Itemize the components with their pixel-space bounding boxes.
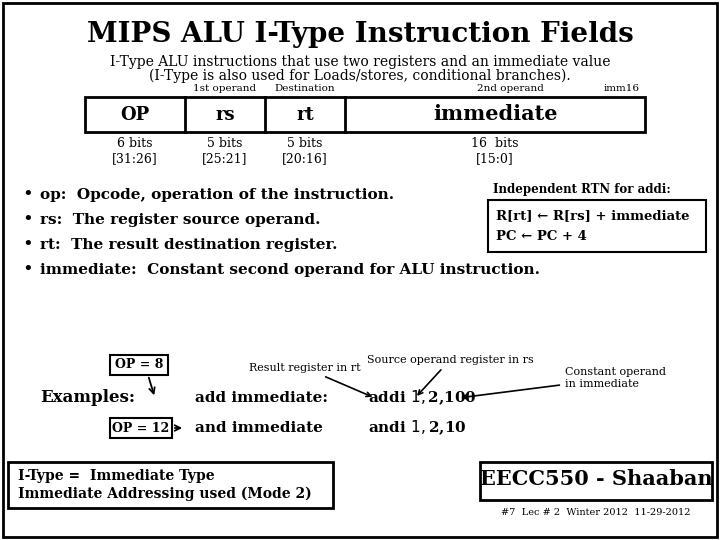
Bar <box>480 462 712 500</box>
Text: MIPS ALU I-Type Instruction Fields: MIPS ALU I-Type Instruction Fields <box>86 22 634 49</box>
Text: rt:  The result destination register.: rt: The result destination register. <box>40 238 338 252</box>
Text: OP: OP <box>120 105 150 124</box>
Text: 6 bits
[31:26]: 6 bits [31:26] <box>112 137 158 165</box>
Text: EECC550 - Shaaban: EECC550 - Shaaban <box>480 469 712 489</box>
Text: op:  Opcode, operation of the instruction.: op: Opcode, operation of the instruction… <box>40 188 394 202</box>
Text: OP = 12: OP = 12 <box>112 422 170 435</box>
Text: addi $1,$2,100: addi $1,$2,100 <box>368 389 477 407</box>
Text: Examples:: Examples: <box>40 389 135 407</box>
Text: •: • <box>22 211 32 229</box>
Text: and immediate: and immediate <box>195 421 323 435</box>
Text: Source operand register in rs: Source operand register in rs <box>366 355 534 395</box>
Text: immediate:  Constant second operand for ALU instruction.: immediate: Constant second operand for A… <box>40 263 540 277</box>
Bar <box>110 418 172 438</box>
Text: rs:  The register source operand.: rs: The register source operand. <box>40 213 320 227</box>
Text: add immediate:: add immediate: <box>195 391 328 405</box>
Text: Destination: Destination <box>275 84 336 93</box>
Bar <box>85 97 645 132</box>
Bar <box>8 462 333 508</box>
Text: 16  bits
[15:0]: 16 bits [15:0] <box>472 137 518 165</box>
Text: immediate: immediate <box>433 105 557 125</box>
Text: imm16: imm16 <box>604 84 640 93</box>
Text: andi $1,$2,10: andi $1,$2,10 <box>368 418 467 437</box>
Text: 2nd operand: 2nd operand <box>477 84 544 93</box>
Text: Constant operand
in immediate: Constant operand in immediate <box>463 367 666 399</box>
Text: •: • <box>22 236 32 254</box>
Text: R[rt] ← R[rs] + immediate: R[rt] ← R[rs] + immediate <box>496 210 690 222</box>
Text: 5 bits
[25:21]: 5 bits [25:21] <box>202 137 248 165</box>
Text: •: • <box>22 186 32 204</box>
Text: I-Type ALU instructions that use two registers and an immediate value: I-Type ALU instructions that use two reg… <box>109 55 611 69</box>
Text: I-Type =  Immediate Type: I-Type = Immediate Type <box>18 469 215 483</box>
Text: •: • <box>22 261 32 279</box>
Text: 1st operand: 1st operand <box>194 84 256 93</box>
Text: Result register in rt: Result register in rt <box>249 363 371 396</box>
Text: Immediate Addressing used (Mode 2): Immediate Addressing used (Mode 2) <box>18 487 312 501</box>
Text: OP = 8: OP = 8 <box>114 359 163 372</box>
Bar <box>110 355 168 375</box>
Text: PC ← PC + 4: PC ← PC + 4 <box>496 230 587 242</box>
Bar <box>488 200 706 252</box>
Text: #7  Lec # 2  Winter 2012  11-29-2012: #7 Lec # 2 Winter 2012 11-29-2012 <box>501 508 690 517</box>
Text: Independent RTN for addi:: Independent RTN for addi: <box>493 183 671 196</box>
Text: 5 bits
[20:16]: 5 bits [20:16] <box>282 137 328 165</box>
Text: (I-Type is also used for Loads/stores, conditional branches).: (I-Type is also used for Loads/stores, c… <box>149 69 571 83</box>
Text: rt: rt <box>296 105 314 124</box>
Text: rs: rs <box>215 105 235 124</box>
